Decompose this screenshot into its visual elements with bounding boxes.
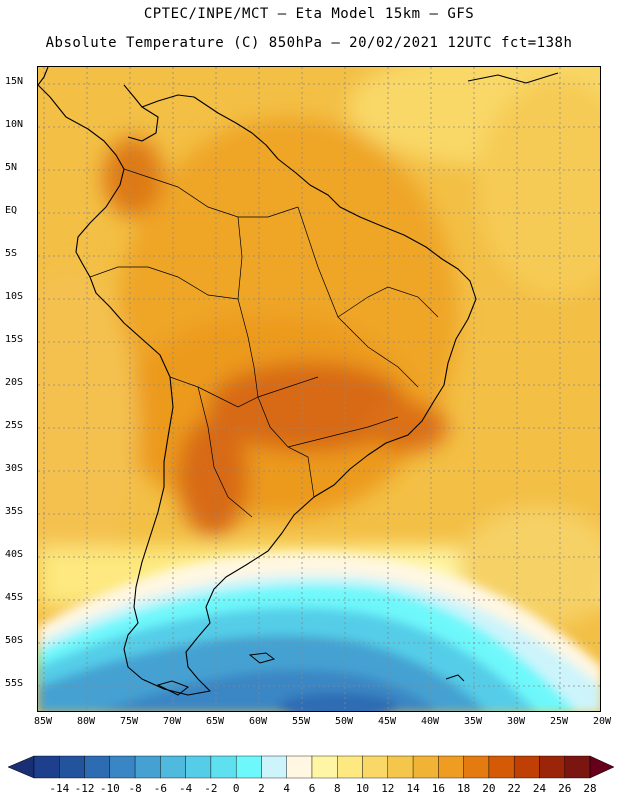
colorbar-cell: [59, 756, 84, 778]
longitude-tick-label: 35W: [455, 716, 491, 727]
colorbar-cell: [464, 756, 489, 778]
map-canvas: [38, 67, 601, 712]
latitude-tick-label: 50S: [5, 635, 35, 646]
longitude-tick-label: 85W: [25, 716, 61, 727]
longitude-tick-label: 25W: [541, 716, 577, 727]
colorbar-cell: [211, 756, 236, 778]
longitude-tick-label: 70W: [154, 716, 190, 727]
colorbar-cell: [34, 756, 59, 778]
map-title: CPTEC/INPE/MCT – Eta Model 15km – GFS: [0, 6, 618, 22]
colorbar-cell: [388, 756, 413, 778]
latitude-tick-label: 5N: [5, 162, 35, 173]
colorbar-cell: [261, 756, 286, 778]
latitude-tick-label: 45S: [5, 592, 35, 603]
latitude-tick-label: 35S: [5, 506, 35, 517]
colorbar-tick-label: 28: [575, 782, 605, 795]
latitude-tick-label: 55S: [5, 678, 35, 689]
longitude-tick-label: 30W: [498, 716, 534, 727]
longitude-tick-label: 45W: [369, 716, 405, 727]
colorbar-cell: [514, 756, 539, 778]
map-subtitle: Absolute Temperature (C) 850hPa – 20/02/…: [0, 35, 618, 51]
colorbar-cell: [110, 756, 135, 778]
field-zone: [368, 402, 448, 452]
colorbar-cells: [8, 756, 614, 778]
latitude-tick-label: 20S: [5, 377, 35, 388]
longitude-tick-label: 75W: [111, 716, 147, 727]
longitude-tick-label: 60W: [240, 716, 276, 727]
latitude-tick-label: 25S: [5, 420, 35, 431]
longitude-tick-label: 55W: [283, 716, 319, 727]
longitude-tick-label: 20W: [584, 716, 618, 727]
field-zone: [103, 137, 163, 217]
colorbar-min-arrow: [8, 756, 34, 778]
colorbar-cell: [186, 756, 211, 778]
colorbar-cell: [236, 756, 261, 778]
colorbar-cell: [85, 756, 110, 778]
longitude-tick-label: 65W: [197, 716, 233, 727]
latitude-tick-label: 5S: [5, 248, 35, 259]
colorbar-max-arrow: [590, 756, 614, 778]
longitude-tick-label: 80W: [68, 716, 104, 727]
colorbar-cell: [287, 756, 312, 778]
colorbar-cell: [312, 756, 337, 778]
colorbar-cell: [489, 756, 514, 778]
temperature-map: [37, 66, 601, 712]
latitude-tick-label: 30S: [5, 463, 35, 474]
latitude-tick-label: 10N: [5, 119, 35, 130]
field-zone: [178, 417, 248, 537]
latitude-tick-label: 10S: [5, 291, 35, 302]
latitude-tick-label: 15N: [5, 76, 35, 87]
longitude-tick-label: 50W: [326, 716, 362, 727]
colorbar-cell: [160, 756, 185, 778]
longitude-tick-label: 40W: [412, 716, 448, 727]
colorbar-cell: [363, 756, 388, 778]
colorbar-cell: [135, 756, 160, 778]
colorbar-cell: [539, 756, 564, 778]
colorbar-cell: [337, 756, 362, 778]
latitude-tick-label: 15S: [5, 334, 35, 345]
latitude-tick-label: EQ: [5, 205, 35, 216]
latitude-tick-label: 40S: [5, 549, 35, 560]
colorbar-cell: [413, 756, 438, 778]
colorbar-cell: [438, 756, 463, 778]
colorbar-cell: [565, 756, 590, 778]
